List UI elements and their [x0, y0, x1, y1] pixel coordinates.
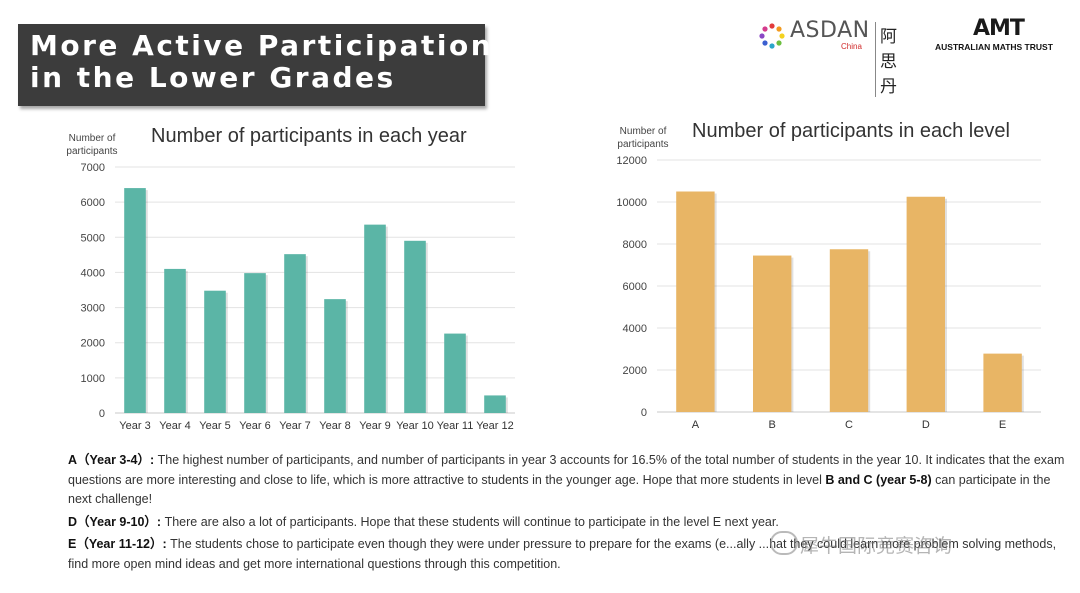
desc-text-e: The students chose to participate even t…: [68, 537, 1057, 571]
bar: [164, 268, 186, 413]
asdan-wordmark: ASDAN: [790, 18, 870, 43]
bar: [753, 255, 792, 412]
x-tick-label: Year 5: [199, 420, 230, 432]
x-tick-label: Year 9: [359, 420, 390, 432]
asdan-chinese-name: 阿思丹: [875, 22, 897, 97]
desc-label-d: D（Year 9-10）:: [68, 514, 162, 529]
desc-label-bc: B and C (year 5-8): [825, 472, 932, 487]
bar: [284, 254, 306, 413]
bar: [124, 188, 146, 413]
y-tick-label: 2000: [623, 365, 647, 377]
x-tick-label: Year 10: [396, 420, 434, 432]
amt-logo: AMT AUSTRALIAN MATHS TRUST: [935, 16, 1075, 56]
x-tick-label: Year 12: [476, 420, 514, 432]
wechat-icon: [770, 531, 798, 555]
y-tick-label: 6000: [623, 281, 647, 293]
bar: [983, 353, 1022, 412]
bar: [484, 395, 506, 413]
desc-text-bc: can participate in the next challenge!: [68, 472, 1051, 507]
y-tick-label: 1000: [81, 373, 105, 385]
y-tick-label: 4000: [81, 267, 105, 279]
y-tick-label: 3000: [81, 303, 105, 315]
asdan-subtext: China: [841, 42, 862, 51]
x-tick-label: Year 6: [239, 420, 270, 432]
amt-mark: AMT: [973, 16, 1025, 41]
bar: [324, 299, 346, 413]
chart-participants-per-year: Number of participants Number of participa…: [66, 125, 515, 432]
desc-paragraph-d: D（Year 9-10）: There are also a lot of pa…: [68, 513, 1068, 533]
y-tick-label: 2000: [81, 338, 105, 350]
title-line-2: in the Lower Grades: [30, 61, 396, 94]
bar: [906, 196, 945, 412]
chart-participants-per-level: Number of participants Number of participa…: [616, 120, 1041, 431]
y-axis-label-line-1: Number of: [69, 133, 116, 144]
bar: [364, 224, 386, 413]
chart-title: Number of participants in each year: [151, 125, 467, 147]
y-axis-label-line-2: participants: [66, 146, 117, 157]
x-tick-label: Year 3: [119, 420, 150, 432]
watermark: 犀牛国际竞赛咨询: [800, 535, 953, 557]
title-banner: More Active Participation in the Lower G…: [18, 24, 494, 106]
y-axis-label-line-1: Number of: [620, 126, 667, 137]
x-tick-label: C: [845, 419, 853, 431]
bar: [244, 273, 266, 413]
y-tick-label: 7000: [81, 162, 105, 174]
x-tick-label: B: [769, 419, 776, 431]
chart-title: Number of participants in each level: [692, 120, 1010, 142]
desc-label-e: E（Year 11-12）:: [68, 537, 167, 551]
desc-paragraph-a: A（Year 3-4）: The highest number of parti…: [68, 451, 1068, 510]
bar: [204, 290, 226, 413]
bar: [829, 249, 869, 412]
x-tick-label: Year 11: [437, 420, 474, 432]
y-tick-label: 0: [641, 407, 647, 419]
x-tick-label: D: [922, 419, 930, 431]
bar: [676, 191, 715, 412]
bar: [444, 333, 466, 413]
y-tick-label: 10000: [616, 197, 647, 209]
asdan-flower-icon: [759, 23, 785, 49]
amt-name: AUSTRALIAN MATHS TRUST: [935, 42, 1053, 52]
desc-text-a: The highest number of participants, and …: [68, 453, 1065, 487]
description: A（Year 3-4）: The highest number of parti…: [68, 451, 1068, 577]
y-tick-label: 8000: [623, 239, 647, 251]
x-tick-label: A: [692, 419, 700, 431]
bar: [404, 240, 426, 413]
y-tick-label: 6000: [81, 197, 105, 209]
x-tick-label: Year 8: [319, 420, 350, 432]
desc-paragraph-e: E（Year 11-12）: The students chose to par…: [68, 535, 1068, 574]
y-tick-label: 12000: [616, 155, 647, 167]
y-tick-label: 5000: [81, 232, 105, 244]
y-tick-label: 4000: [623, 323, 647, 335]
y-axis-label-line-2: participants: [617, 139, 668, 150]
x-tick-label: Year 7: [279, 420, 310, 432]
x-tick-label: Year 4: [159, 420, 190, 432]
desc-text-d: There are also a lot of participants. Ho…: [161, 514, 779, 529]
x-tick-label: E: [999, 419, 1006, 431]
desc-label-a: A（Year 3-4）:: [68, 453, 155, 467]
y-tick-label: 0: [99, 408, 105, 420]
title-line-1: More Active Participation: [30, 29, 494, 62]
